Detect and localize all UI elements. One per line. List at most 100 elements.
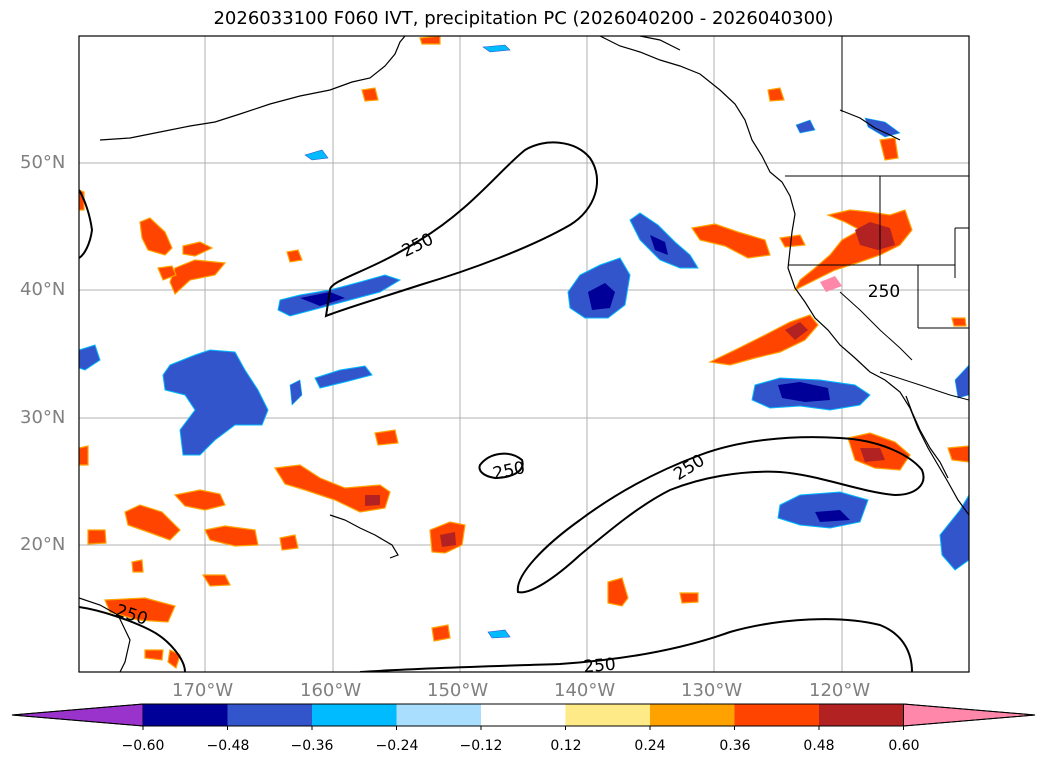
orange-region: [124, 504, 181, 541]
ivt-contour-central: [478, 452, 524, 480]
positive-anomaly-regions: [79, 36, 969, 669]
colorbar-tick-label: −0.24: [375, 738, 419, 754]
ivt-contour-bottom: [359, 618, 913, 672]
orange-region: [820, 276, 842, 292]
colorbar-tick-label: −0.36: [290, 738, 334, 754]
orange-region: [419, 36, 441, 45]
gridlines: [79, 36, 969, 672]
blue-region: [162, 349, 269, 456]
colorbar-tick-label: −0.12: [459, 738, 503, 754]
orange-region: [365, 495, 380, 506]
blue-region: [815, 510, 850, 522]
orange-region: [79, 445, 89, 466]
lon-label-120w: 120°W: [809, 680, 871, 701]
colorbar-tick-label: 0.60: [888, 738, 920, 754]
blue-region: [314, 365, 373, 389]
orange-region: [173, 489, 226, 511]
lat-label-40n: 40°N: [20, 279, 66, 300]
orange-region: [440, 532, 456, 547]
ivt-contour-north: [324, 141, 599, 318]
blue-region: [277, 274, 402, 317]
blue-region: [79, 344, 101, 371]
colorbar-bin: [734, 704, 819, 726]
orange-region: [679, 592, 699, 604]
orange-region: [286, 249, 303, 263]
blue-region: [289, 379, 303, 406]
colorbar-bin: [650, 704, 735, 726]
colorbar-bin: [312, 704, 397, 726]
contour-label: 250: [583, 655, 617, 678]
orange-region: [879, 137, 899, 161]
colorbar-bin: [143, 704, 228, 726]
orange-region: [104, 597, 176, 623]
orange-region: [144, 649, 164, 661]
colorbar-bin: [819, 704, 904, 726]
orange-region: [779, 234, 806, 248]
negative-anomaly-regions: [79, 44, 969, 639]
colorbar-bin: [227, 704, 312, 726]
blue-region: [629, 212, 699, 269]
blue-region: [300, 292, 345, 306]
orange-region: [361, 87, 379, 102]
colorbar-extend-high: [903, 703, 1036, 727]
ivt-contour-southwest: [79, 606, 186, 672]
blue-region: [650, 235, 668, 255]
colorbar-tick-label: −0.60: [121, 738, 165, 754]
ivt-contour-northwest: [79, 189, 94, 259]
colorbar-extend-low: [11, 703, 144, 727]
blue-region: [304, 149, 329, 161]
ivt-contour-south: [516, 436, 925, 594]
map-title: 2026033100 F060 IVT, precipitation PC (2…: [213, 8, 834, 29]
blue-region: [954, 364, 969, 399]
colorbar-bin: [396, 704, 481, 726]
lon-label-130w: 130°W: [681, 680, 743, 701]
orange-region: [767, 87, 785, 102]
colorbar-tick-label: 0.48: [803, 738, 835, 754]
orange-region: [855, 222, 895, 250]
blue-region: [795, 119, 816, 134]
coastlines: [79, 36, 969, 672]
orange-region: [139, 217, 173, 256]
map-plot-area: [79, 36, 969, 672]
lat-label-50n: 50°N: [20, 152, 66, 173]
orange-region: [947, 445, 969, 463]
orange-region: [690, 223, 771, 259]
orange-region: [131, 559, 144, 573]
orange-region: [157, 265, 177, 281]
orange-region: [785, 322, 808, 340]
orange-region: [279, 534, 299, 551]
colorbar: [11, 703, 1036, 730]
orange-region: [169, 259, 227, 296]
political-borders: [785, 36, 969, 401]
lat-label-30n: 30°N: [20, 407, 66, 428]
orange-region: [87, 529, 107, 545]
contour-label: 250: [868, 282, 900, 302]
lon-label-160w: 160°W: [300, 680, 362, 701]
orange-region: [273, 464, 391, 513]
colorbar-bin: [565, 704, 650, 726]
blue-region: [939, 494, 969, 571]
colorbar-tick-label: −0.48: [206, 738, 250, 754]
lon-label-140w: 140°W: [554, 680, 616, 701]
orange-region: [201, 574, 231, 587]
colorbar-tick-label: 0.24: [634, 738, 666, 754]
colorbar-tick-label: 0.36: [719, 738, 751, 754]
lon-label-170w: 170°W: [172, 680, 234, 701]
orange-region: [860, 448, 885, 462]
orange-region: [204, 525, 259, 547]
blue-region: [487, 629, 511, 639]
orange-region: [607, 577, 629, 607]
orange-region: [431, 624, 451, 642]
colorbar-bin: [481, 704, 566, 726]
blue-region: [588, 283, 615, 310]
map-frame: [78, 35, 970, 673]
orange-region: [951, 317, 967, 327]
lat-label-20n: 20°N: [20, 534, 66, 555]
lon-label-150w: 150°W: [427, 680, 489, 701]
orange-region: [182, 241, 214, 257]
blue-region: [482, 44, 511, 53]
blue-region: [778, 382, 830, 402]
ivt-contours: [79, 141, 925, 672]
colorbar-tick-label: 0.12: [550, 738, 582, 754]
